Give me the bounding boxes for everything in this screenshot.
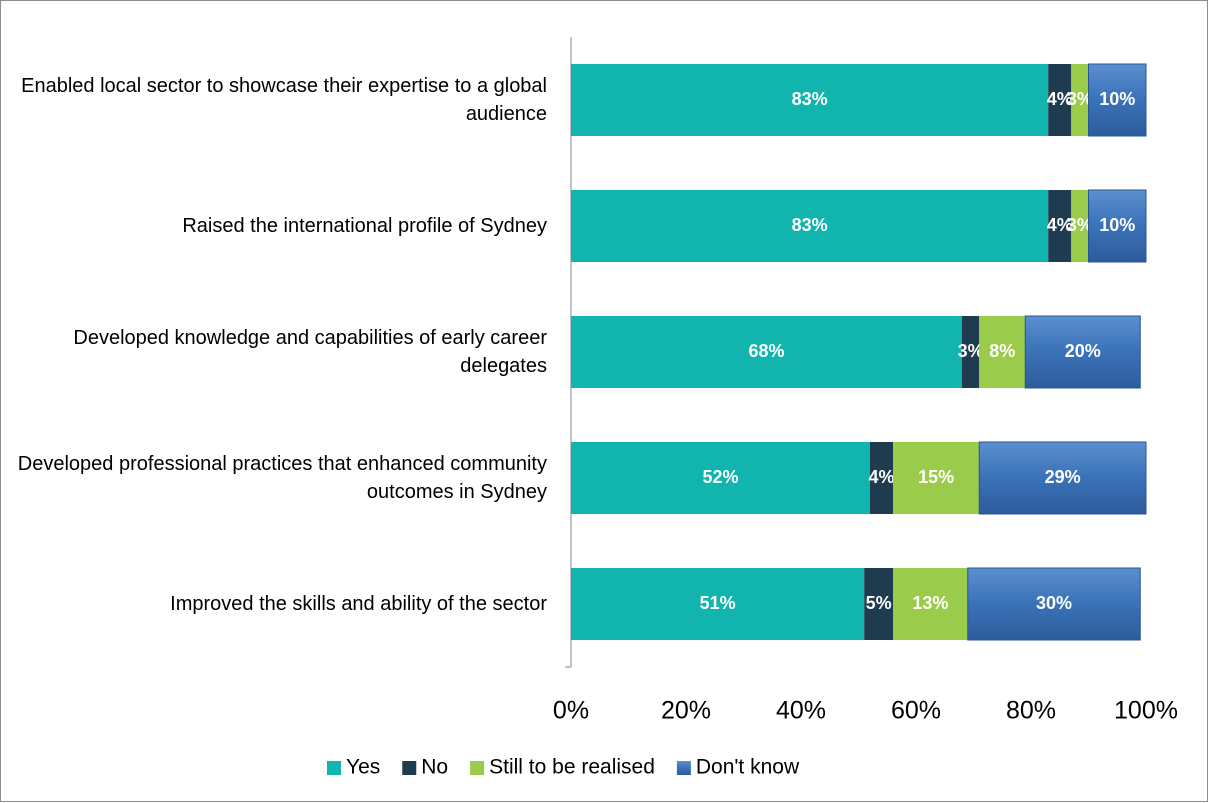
data-label: 8%	[989, 341, 1015, 361]
bar-segment	[571, 316, 962, 388]
x-tick-label: 20%	[661, 697, 711, 725]
bar-segment	[571, 442, 870, 514]
data-label: 4%	[868, 467, 894, 487]
data-label: 83%	[792, 215, 828, 235]
data-label: 13%	[912, 593, 948, 613]
bar-segment	[571, 568, 865, 640]
data-label: 83%	[792, 89, 828, 109]
legend-swatch	[402, 761, 417, 775]
data-label: 52%	[702, 467, 738, 487]
x-tick-label: 100%	[1114, 697, 1178, 725]
category-label: Raised the international profile of Sydn…	[182, 215, 547, 237]
bar-segment	[979, 316, 1026, 388]
data-label: 51%	[700, 593, 736, 613]
data-label: 4%	[1047, 89, 1073, 109]
data-label: 29%	[1045, 467, 1081, 487]
data-label: 3%	[1067, 215, 1093, 235]
category-label: Developed knowledge and capabilities of …	[73, 327, 547, 377]
legend-swatch	[676, 761, 691, 775]
data-label: 15%	[918, 467, 954, 487]
x-tick-label: 40%	[776, 697, 826, 725]
bar-segment	[1088, 63, 1147, 137]
bar-segment	[1071, 64, 1089, 136]
data-label: 68%	[748, 341, 784, 361]
category-label-box: Developed knowledge and capabilities of …	[73, 327, 547, 377]
bar-segment	[893, 442, 980, 514]
data-label: 4%	[1047, 215, 1073, 235]
category-label-box: Developed professional practices that en…	[17, 453, 547, 503]
legend-swatch	[327, 761, 341, 775]
legend-label: Don't know	[696, 756, 800, 779]
bar-segment	[1088, 189, 1147, 263]
bar-segment	[978, 441, 1147, 515]
legend-swatch	[470, 761, 485, 775]
bar-segment	[571, 190, 1049, 262]
bar-segment	[1024, 315, 1141, 389]
data-label: 3%	[1067, 89, 1093, 109]
x-tick-label: 80%	[1006, 697, 1056, 725]
data-label: 10%	[1099, 89, 1135, 109]
category-label-box: Enabled local sector to showcase their e…	[21, 75, 547, 125]
data-label: 3%	[958, 341, 984, 361]
bar-segment	[864, 568, 893, 640]
bar-segment	[571, 64, 1049, 136]
category-label: Improved the skills and ability of the s…	[170, 593, 547, 615]
category-label-box: Improved the skills and ability of the s…	[170, 593, 547, 615]
bar-segment	[870, 442, 893, 514]
data-label: 10%	[1099, 215, 1135, 235]
bar-segment	[962, 316, 980, 388]
x-tick-label: 60%	[891, 697, 941, 725]
data-label: 20%	[1065, 341, 1101, 361]
bar-segment	[1071, 190, 1089, 262]
legend-label: Still to be realised	[489, 756, 655, 779]
legend-label: Yes	[346, 756, 380, 779]
bar-segment	[893, 568, 968, 640]
bar-segment	[1048, 190, 1072, 262]
category-label: Enabled local sector to showcase their e…	[21, 75, 547, 125]
bar-segment	[967, 567, 1141, 641]
category-label: Developed professional practices that en…	[17, 453, 547, 503]
x-tick-label: 0%	[553, 697, 589, 725]
legend-label: No	[421, 756, 448, 779]
data-label: 5%	[866, 593, 892, 613]
data-label: 30%	[1036, 593, 1072, 613]
category-label-box: Raised the international profile of Sydn…	[182, 215, 547, 237]
bar-segment	[1048, 64, 1072, 136]
